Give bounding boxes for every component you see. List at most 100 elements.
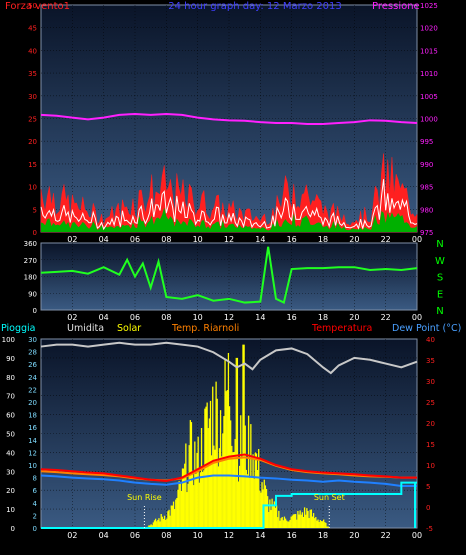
direction-tick-label: 180 [24,274,37,282]
humidity-line [40,341,418,375]
temperature-line [40,453,417,482]
x-tick-label: 20 [349,313,359,322]
x-tick-label: 16 [287,531,297,540]
humidity-tick-label: 4 [33,500,38,508]
humidity-tick-label: 30 [28,336,37,344]
left-tick-label: 5 [33,206,37,214]
x-tick-label: 22 [381,531,391,540]
right-tick-label: 980 [420,206,433,214]
humidity-tick-label: 10 [28,462,37,470]
left-tick-label: 15 [28,161,37,169]
rain-tick-label: 90 [6,355,15,363]
wind-axis-label: Forza vento1 [5,1,70,12]
compass-label: N [436,239,443,250]
direction-tick-label: 90 [28,290,37,298]
humidity-tick-label: 6 [33,487,38,495]
left-tick-label: 40 [28,47,37,55]
left-tick-label: 0 [33,229,37,237]
right-tick-label: 1005 [420,93,438,101]
x-tick-label: 14 [255,531,265,540]
rain-tick-label: 100 [2,336,15,344]
left-tick-label: 25 [28,116,37,124]
legend-entry: Pioggia [1,323,36,334]
right-tick-label: 985 [420,184,433,192]
x-tick-label: 06 [130,531,140,540]
rain-tick-label: 70 [6,393,15,401]
left-tick-label: 10 [28,184,37,192]
legend-entry: Temperatura [311,323,372,334]
x-tick-label: 04 [99,235,109,244]
temp-tick-label: 40 [426,336,435,344]
x-tick-label: 06 [130,313,140,322]
rain-line [41,481,417,529]
left-tick-label: 45 [28,25,37,33]
x-tick-label: 02 [67,235,77,244]
x-tick-label: 08 [161,235,171,244]
legend-entry: Dew Point (°C) [392,323,461,334]
x-tick-label: 10 [193,235,203,244]
x-tick-label: 04 [99,313,109,322]
legend-entry: Umidita [67,323,104,334]
sun-annotation: Sun Rise [127,493,162,502]
left-tick-label: 35 [28,70,37,78]
rain-tick-label: 50 [6,431,15,439]
compass-label: E [437,289,443,300]
x-tick-label: 08 [161,531,171,540]
compass-label: W [435,256,445,267]
dew-point-line [40,474,417,487]
x-tick-label: 16 [287,235,297,244]
pressure-axis-label: Pressione [372,1,420,12]
right-tick-label: 990 [420,161,433,169]
right-tick-label: 1020 [420,25,438,33]
rain-tick-label: 10 [6,506,15,514]
right-tick-label: 1000 [420,116,438,124]
x-tick-label: 00 [412,531,422,540]
pressure-line [40,112,418,125]
chart-title: 24 hour graph day: 12 Marzo 2013 [168,1,341,12]
x-tick-label: 12 [224,235,234,244]
legend-entry: Temp. Riarnoli [171,323,239,334]
humidity-tick-label: 0 [33,525,37,533]
x-tick-label: 12 [224,531,234,540]
x-tick-label: 06 [130,235,140,244]
humidity-tick-label: 8 [33,475,37,483]
x-tick-label: 14 [255,235,265,244]
temp-tick-label: 15 [426,441,435,449]
rain-tick-label: 30 [6,468,15,476]
humidity-tick-label: 20 [28,399,37,407]
right-tick-label: 1010 [420,70,438,78]
x-tick-label: 18 [318,313,328,322]
x-tick-label: 18 [318,235,328,244]
x-tick-label: 08 [161,313,171,322]
compass-label: S [437,273,443,284]
humidity-tick-label: 2 [33,512,37,520]
left-tick-label: 50 [28,2,37,10]
x-tick-label: 14 [255,313,265,322]
left-tick-label: 30 [28,93,37,101]
x-tick-label: 02 [67,531,77,540]
rain-tick-label: 40 [6,449,15,457]
humidity-tick-label: 14 [28,437,37,445]
humidity-tick-label: 22 [28,386,37,394]
x-tick-label: 10 [193,313,203,322]
humidity-tick-label: 28 [28,349,37,357]
direction-tick-label: 270 [24,257,37,265]
x-tick-label: 10 [193,531,203,540]
humidity-tick-label: 24 [28,374,37,382]
temp-tick-label: 25 [426,399,435,407]
x-tick-label: 00 [412,235,422,244]
x-tick-label: 20 [349,235,359,244]
legend-entry: Solar [117,323,141,334]
x-tick-label: 16 [287,313,297,322]
temp-indoor-line [40,456,417,482]
wind-direction-line [40,246,418,304]
x-tick-label: 22 [381,235,391,244]
x-tick-label: 00 [412,313,422,322]
direction-tick-label: 360 [24,240,37,248]
rain-tick-label: 20 [6,487,15,495]
temp-tick-label: 35 [426,357,435,365]
temp-tick-label: 10 [426,462,435,470]
right-tick-label: 995 [420,138,433,146]
x-tick-label: 12 [224,313,234,322]
